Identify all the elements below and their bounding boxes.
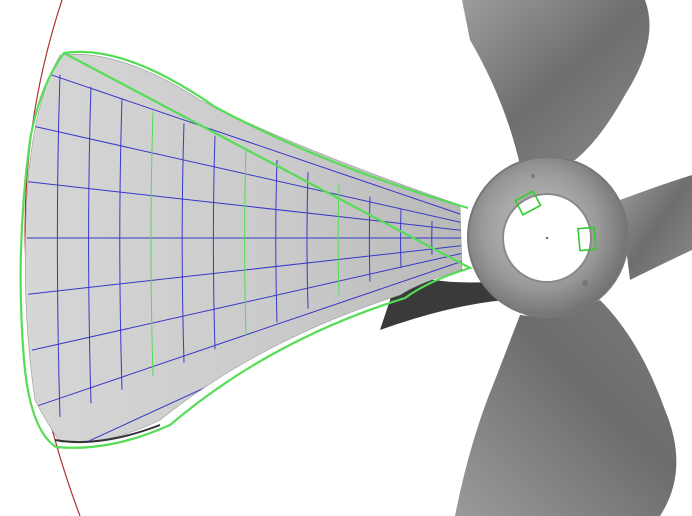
grid-arc-line	[181, 123, 185, 363]
propeller-blade-right	[620, 175, 692, 280]
grid-arc-line	[244, 147, 247, 336]
grid-arc-line	[150, 111, 154, 377]
grid-arc-line	[275, 160, 278, 323]
grid-arc-line	[212, 135, 216, 350]
grid-radial-line	[28, 181, 462, 236]
hub-pit	[582, 280, 588, 286]
grid-radial-line	[31, 125, 462, 233]
grid-radial-line	[38, 246, 462, 407]
grid-arc-line	[337, 184, 340, 296]
grid-radial-line	[38, 69, 462, 230]
grid-arc-line	[306, 172, 309, 309]
propeller-blade-bottom	[455, 300, 677, 516]
grid-radial-line	[28, 240, 462, 295]
scanned-blade-edge-dark	[54, 424, 161, 444]
hub-rim	[467, 156, 629, 318]
grid-arc-line	[119, 99, 123, 390]
grid-radial-line	[31, 243, 462, 351]
propeller-blade-top	[462, 0, 650, 165]
grid-arc-line	[88, 86, 92, 404]
grid-arc-line	[368, 196, 371, 282]
grid-arc-line	[56, 74, 61, 417]
marker-square[interactable]	[577, 226, 597, 252]
hub-center-point	[545, 236, 549, 240]
hub-pit	[531, 174, 535, 178]
blade-boundary-curve	[19, 50, 473, 449]
marker-square[interactable]	[514, 190, 542, 216]
